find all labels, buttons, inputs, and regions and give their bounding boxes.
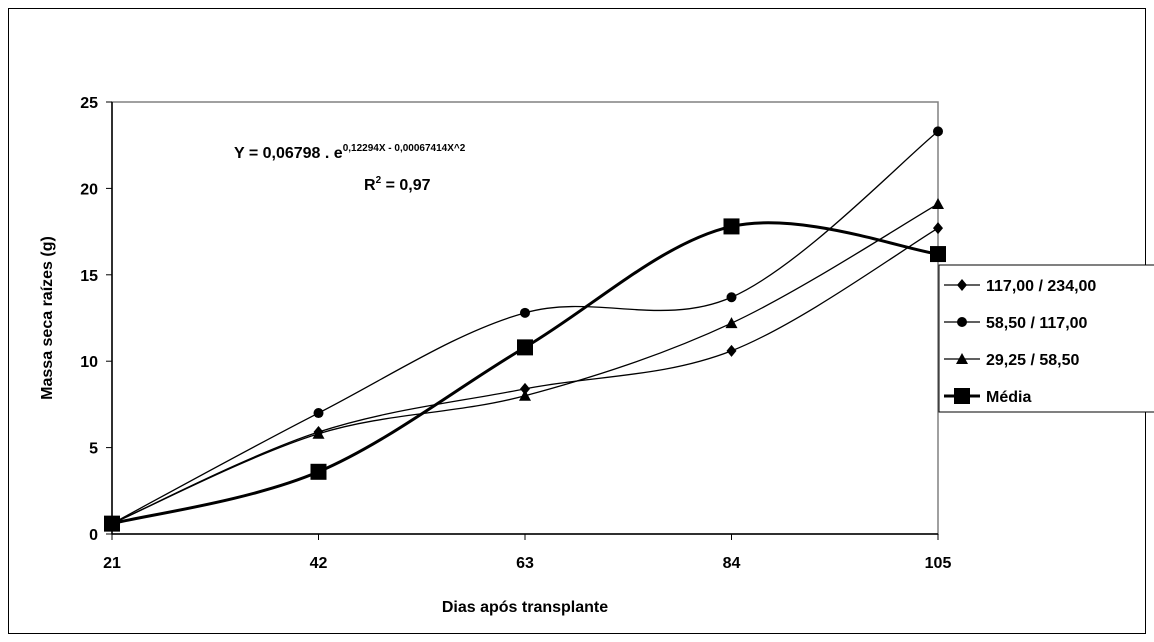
data-point-s4-3 xyxy=(517,339,533,356)
series-markers xyxy=(104,126,946,532)
x-tick-label: 63 xyxy=(516,555,534,572)
data-point-s4-2 xyxy=(310,463,327,480)
data-point-s2-2 xyxy=(313,408,324,419)
y-tick-label: 0 xyxy=(89,527,98,544)
equation-prefix: Y = 0,06798 . e xyxy=(234,145,343,162)
legend-marker-1 xyxy=(957,279,967,291)
y-tick-label: 5 xyxy=(89,441,98,458)
y-tick-label: 20 xyxy=(80,181,98,198)
legend-label-2: 58,50 / 117,00 xyxy=(986,315,1088,332)
r2-label: R xyxy=(364,177,376,194)
legend: 117,00 / 234,00 58,50 / 117,00 29,25 / 58,… xyxy=(944,278,1096,406)
data-point-s3-4 xyxy=(725,317,738,329)
equation-annotation: Y = 0,06798 . e0,12294X - 0,00067414X^2 xyxy=(234,143,466,162)
plot-area xyxy=(111,101,939,535)
x-axis-label: Dias após transplante xyxy=(442,599,608,616)
data-point-s3-5 xyxy=(932,197,944,209)
data-point-s1-4 xyxy=(726,344,737,357)
equation-exponent: 0,12294X - 0,00067414X^2 xyxy=(343,143,466,154)
data-point-s1-3 xyxy=(520,382,530,395)
data-point-s4-4 xyxy=(723,218,740,235)
legend-box xyxy=(938,264,1154,413)
x-tick-label: 84 xyxy=(723,555,741,572)
axes: 0 5 10 15 20 25 21 42 63 84 105 xyxy=(80,95,951,572)
data-point-s2-4 xyxy=(726,292,737,303)
data-point-s2-3 xyxy=(520,307,530,318)
data-point-s4-1 xyxy=(104,515,120,532)
y-tick-label: 15 xyxy=(80,268,98,285)
legend-marker-4 xyxy=(954,388,970,404)
x-tick-label: 105 xyxy=(925,555,952,572)
y-axis-label: Massa seca raízes (g) xyxy=(39,236,56,400)
legend-label-3: 29,25 / 58,50 xyxy=(986,352,1080,369)
data-point-s3-2 xyxy=(312,427,325,439)
legend-label-1: 117,00 / 234,00 xyxy=(986,278,1096,295)
legend-marker-2 xyxy=(957,317,967,327)
legend-marker-3 xyxy=(956,353,968,364)
x-tick-label: 42 xyxy=(310,555,328,572)
legend-label-4: Média xyxy=(986,389,1031,406)
y-tick-label: 10 xyxy=(80,354,98,371)
data-point-s3-3 xyxy=(519,389,531,401)
r2-value: = 0,97 xyxy=(381,177,430,194)
data-point-s2-5 xyxy=(933,126,943,137)
data-point-s1-5 xyxy=(933,222,943,235)
data-point-s4-5 xyxy=(930,246,946,263)
y-tick-label: 25 xyxy=(80,95,98,112)
r2-sup: 2 xyxy=(376,175,382,186)
x-tick-label: 21 xyxy=(103,555,121,572)
r2-annotation: R2 = 0,97 xyxy=(364,175,431,194)
